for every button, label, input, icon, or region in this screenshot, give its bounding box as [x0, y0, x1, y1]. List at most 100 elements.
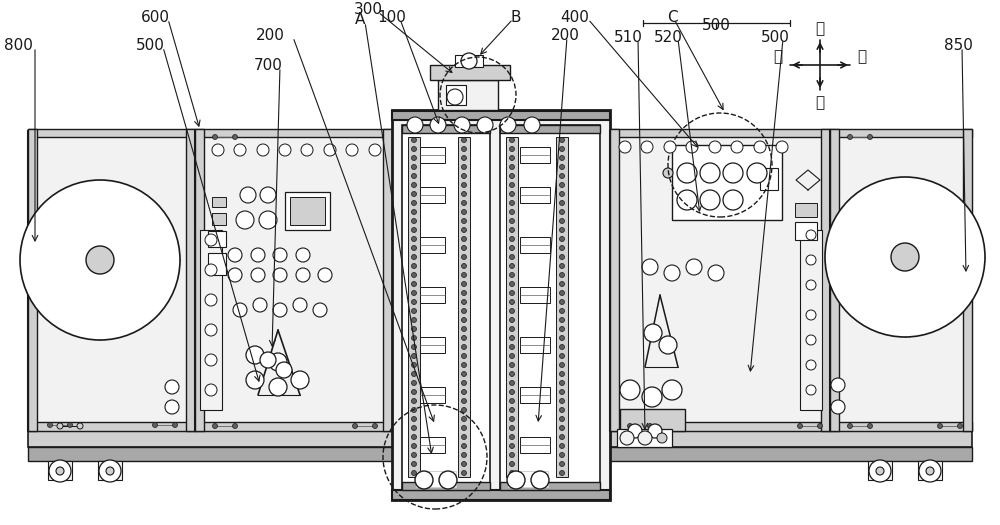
Circle shape [628, 424, 633, 428]
Circle shape [510, 390, 514, 394]
Bar [458, 137, 470, 477]
Circle shape [510, 227, 514, 233]
Circle shape [412, 327, 416, 331]
Circle shape [560, 390, 564, 394]
Circle shape [868, 134, 872, 140]
Circle shape [876, 467, 884, 475]
Circle shape [560, 272, 564, 278]
Circle shape [938, 424, 942, 428]
Circle shape [848, 424, 852, 428]
Bar [392, 111, 610, 120]
Circle shape [560, 444, 564, 448]
Circle shape [412, 470, 416, 476]
Circle shape [462, 335, 466, 341]
Bar [392, 110, 610, 500]
Circle shape [531, 471, 549, 489]
Circle shape [620, 431, 634, 445]
Circle shape [560, 335, 564, 341]
Bar [508, 471, 548, 487]
Bar [610, 422, 830, 431]
Circle shape [412, 246, 416, 250]
Circle shape [412, 318, 416, 322]
Circle shape [806, 255, 816, 265]
Circle shape [232, 424, 238, 428]
Circle shape [510, 335, 514, 341]
Bar [520, 237, 550, 253]
Circle shape [686, 259, 702, 275]
Circle shape [560, 398, 564, 404]
Circle shape [234, 144, 246, 156]
Bar [500, 125, 600, 490]
Bar [420, 387, 445, 403]
Circle shape [407, 117, 423, 133]
Circle shape [510, 281, 514, 287]
Circle shape [560, 201, 564, 205]
Circle shape [251, 248, 265, 262]
Circle shape [806, 360, 816, 370]
Circle shape [228, 248, 242, 262]
Bar [830, 422, 972, 431]
Circle shape [412, 425, 416, 430]
Circle shape [958, 424, 962, 428]
Circle shape [641, 141, 653, 153]
Circle shape [68, 423, 72, 427]
Circle shape [510, 290, 514, 296]
Bar [610, 129, 619, 431]
Circle shape [462, 435, 466, 439]
Circle shape [868, 424, 872, 428]
Circle shape [806, 230, 816, 240]
Bar [416, 471, 456, 487]
Circle shape [869, 460, 891, 482]
Circle shape [700, 190, 720, 210]
Circle shape [462, 281, 466, 287]
Circle shape [412, 381, 416, 385]
Bar [392, 490, 610, 500]
Circle shape [412, 173, 416, 178]
Circle shape [723, 190, 743, 210]
Circle shape [560, 372, 564, 376]
Circle shape [510, 236, 514, 242]
Bar [28, 131, 195, 431]
Circle shape [165, 400, 179, 414]
Circle shape [560, 164, 564, 170]
Bar [455, 55, 483, 67]
Circle shape [251, 268, 265, 282]
Circle shape [246, 371, 264, 389]
Bar [28, 129, 195, 137]
Circle shape [560, 327, 564, 331]
Bar [212, 213, 226, 225]
Circle shape [412, 362, 416, 368]
Circle shape [619, 141, 631, 153]
Circle shape [412, 372, 416, 376]
Circle shape [510, 264, 514, 268]
Circle shape [412, 155, 416, 161]
Bar [800, 230, 822, 410]
Bar [212, 197, 226, 207]
Circle shape [510, 146, 514, 152]
Circle shape [346, 144, 358, 156]
Circle shape [560, 264, 564, 268]
Circle shape [560, 246, 564, 250]
Circle shape [664, 265, 680, 281]
Circle shape [462, 353, 466, 359]
Bar [402, 125, 490, 133]
Circle shape [372, 424, 378, 428]
Circle shape [831, 378, 845, 392]
Circle shape [560, 309, 564, 313]
Circle shape [510, 246, 514, 250]
Circle shape [462, 416, 466, 422]
Text: 300: 300 [354, 3, 382, 17]
Circle shape [20, 180, 180, 340]
Circle shape [628, 424, 642, 438]
Bar [672, 145, 782, 220]
Circle shape [510, 309, 514, 313]
Circle shape [510, 155, 514, 161]
Circle shape [524, 117, 540, 133]
Circle shape [560, 227, 564, 233]
Bar [963, 129, 972, 431]
Circle shape [462, 201, 466, 205]
Text: 500: 500 [702, 17, 730, 33]
Circle shape [731, 141, 743, 153]
Circle shape [560, 425, 564, 430]
Circle shape [462, 246, 466, 250]
